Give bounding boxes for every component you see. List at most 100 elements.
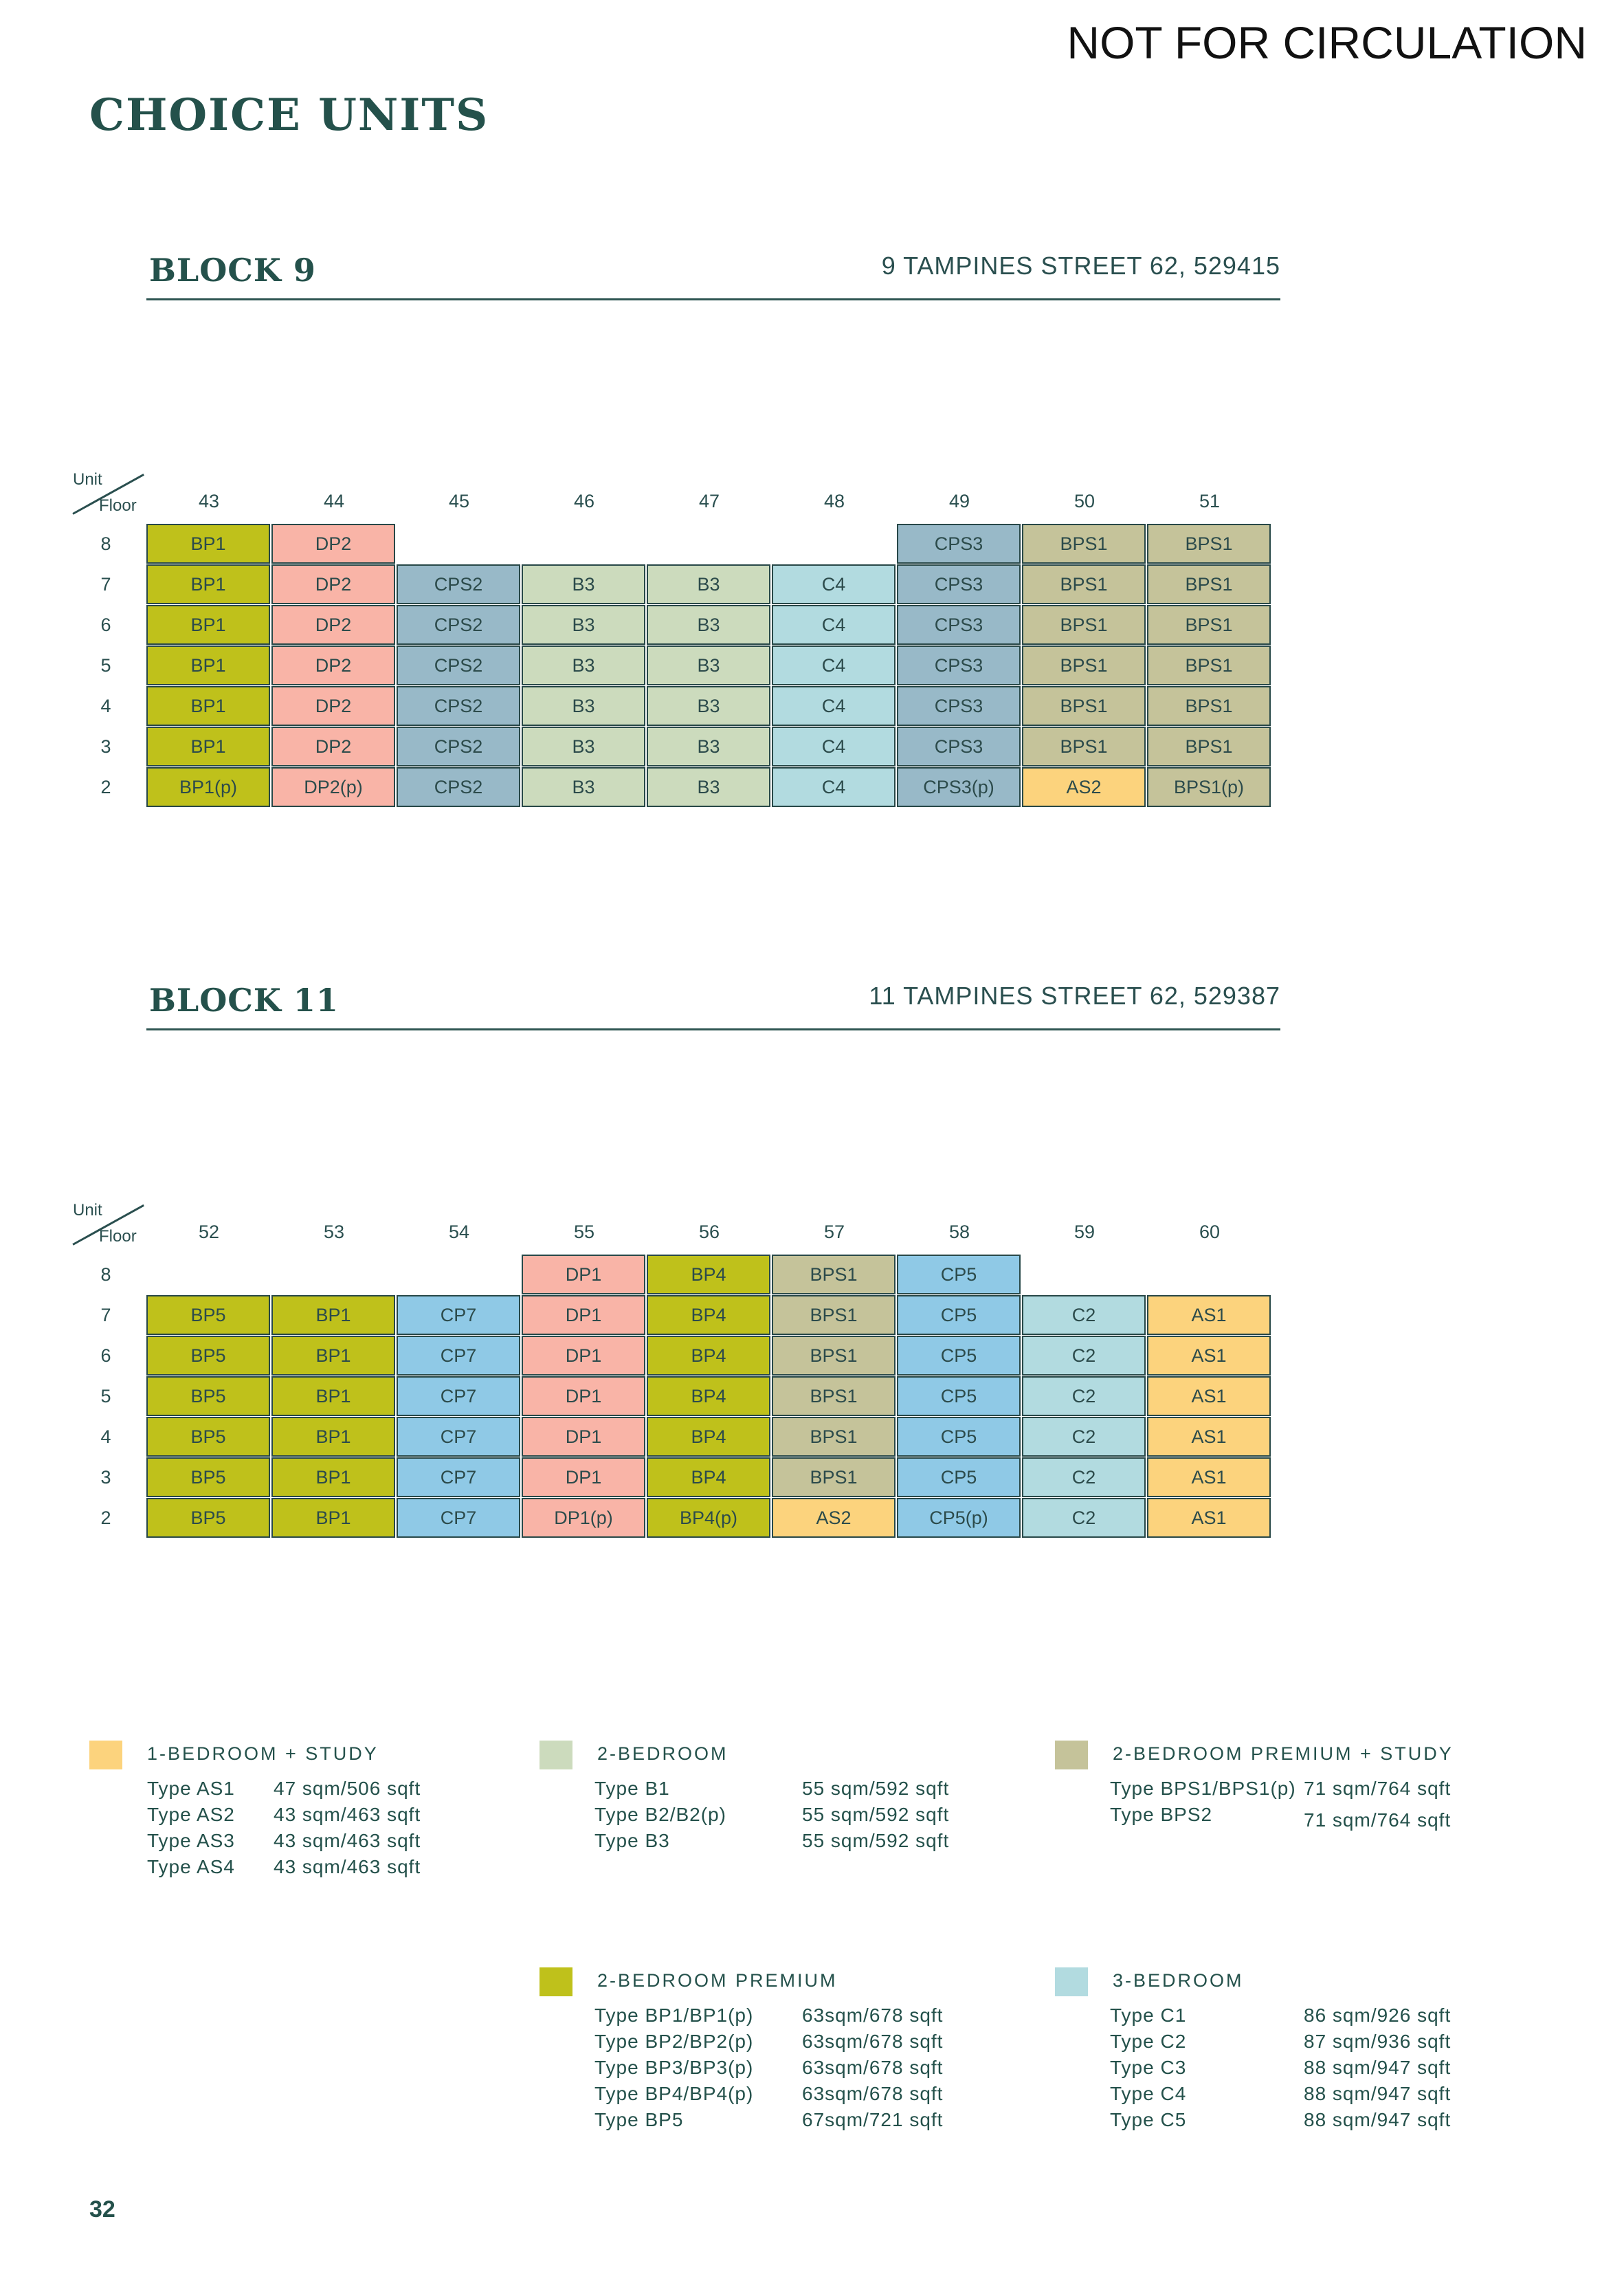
legend-title: 3-BEDROOM	[1113, 1970, 1244, 1991]
legend-type-name: Type AS3	[147, 1830, 235, 1851]
unit-cell: CP5	[897, 1417, 1021, 1457]
unit-cell: BPS1	[1147, 524, 1271, 564]
unit-cell: BP5	[146, 1417, 270, 1457]
unit-cell: BP1	[146, 686, 270, 726]
unit-cell: BP4	[647, 1336, 770, 1376]
unit-column-header: 57	[823, 1222, 845, 1242]
unit-cell: B3	[522, 564, 645, 604]
legend-type-name: Type AS4	[147, 1856, 235, 1877]
block-11-header: BLOCK 11 11 TAMPINES STREET 62, 529387	[146, 980, 1280, 1030]
floor-row-header: 3	[100, 1467, 111, 1488]
unit-column-header: 43	[198, 491, 220, 511]
legend-swatch	[1055, 1741, 1088, 1769]
unit-cell: CP5	[897, 1457, 1021, 1497]
legend-type-size: 88 sqm/947 sqft	[1304, 2057, 1451, 2078]
unit-cell: BP5	[146, 1295, 270, 1335]
legend-swatch	[540, 1967, 572, 1996]
unit-label: Unit	[73, 1201, 102, 1219]
unit-cell: DP2	[271, 524, 395, 564]
legend-type-name: Type C1	[1110, 2005, 1187, 2026]
unit-cell: DP2	[271, 564, 395, 604]
unit-cell: BP1	[146, 524, 270, 564]
unit-cell: C2	[1022, 1498, 1146, 1538]
floor-row-header: 6	[100, 1345, 111, 1366]
unit-cell: B3	[522, 727, 645, 766]
unit-cell: DP2(p)	[271, 767, 395, 807]
unit-cell: BPS1	[1147, 686, 1271, 726]
unit-column-header: 48	[823, 491, 845, 511]
legend-type-size: 87 sqm/936 sqft	[1304, 2031, 1451, 2052]
floor-row-header: 6	[100, 615, 111, 635]
unit-column-header: 55	[573, 1222, 595, 1242]
unit-cell: CPS3	[897, 524, 1021, 564]
unit-cell: BP1	[271, 1376, 395, 1416]
unit-cell: C4	[772, 645, 896, 685]
unit-cell: DP1(p)	[522, 1498, 645, 1538]
unit-cell: B3	[522, 767, 645, 807]
unit-cell: BP1	[271, 1295, 395, 1335]
unit-cell: DP2	[271, 645, 395, 685]
unit-cell: CP7	[397, 1376, 520, 1416]
unit-cell: BP1	[146, 727, 270, 766]
unit-cell: B3	[647, 605, 770, 645]
unit-cell: BP5	[146, 1376, 270, 1416]
unit-cell: CP5	[897, 1255, 1021, 1294]
unit-cell: B3	[647, 767, 770, 807]
not-for-circulation-watermark: NOT FOR CIRCULATION	[1067, 17, 1587, 68]
unit-cell: AS1	[1147, 1295, 1271, 1335]
unit-column-header: 47	[698, 491, 720, 511]
unit-cell: BP1	[146, 564, 270, 604]
unit-cell: C2	[1022, 1417, 1146, 1457]
unit-cell: CPS3(p)	[897, 767, 1021, 807]
unit-cell: B3	[522, 605, 645, 645]
unit-column-header: 52	[198, 1222, 220, 1242]
unit-cell: BP1	[271, 1457, 395, 1497]
unit-cell: CP5	[897, 1376, 1021, 1416]
unit-column-header: 59	[1074, 1222, 1095, 1242]
unit-column-header: 54	[448, 1222, 470, 1242]
unit-cell: DP1	[522, 1255, 645, 1294]
unit-column-header: 56	[698, 1222, 720, 1242]
unit-cell: CPS3	[897, 564, 1021, 604]
legend-type-size: 67sqm/721 sqft	[802, 2109, 944, 2130]
unit-cell: BPS1	[772, 1457, 896, 1497]
unit-cell: DP1	[522, 1376, 645, 1416]
unit-cell: AS2	[772, 1498, 896, 1538]
legend-type-name: Type C5	[1110, 2109, 1187, 2130]
unit-cell: C2	[1022, 1336, 1146, 1376]
unit-cell: CPS2	[397, 645, 520, 685]
unit-cell: BPS1	[772, 1255, 896, 1294]
block-9-header: BLOCK 9 9 TAMPINES STREET 62, 529415	[146, 250, 1280, 300]
unit-cell: CPS2	[397, 564, 520, 604]
unit-cell: DP2	[271, 686, 395, 726]
unit-cell: BP1	[271, 1417, 395, 1457]
unit-cell: B3	[647, 727, 770, 766]
unit-cell: CPS3	[897, 727, 1021, 766]
legend-type-name: Type C3	[1110, 2057, 1187, 2078]
unit-cell: BPS1	[772, 1295, 896, 1335]
unit-cell: CP5	[897, 1336, 1021, 1376]
legend-title: 2-BEDROOM PREMIUM + STUDY	[1113, 1743, 1454, 1764]
unit-cell: C2	[1022, 1376, 1146, 1416]
unit-cell: BP5	[146, 1336, 270, 1376]
legend-type-size: 55 sqm/592 sqft	[802, 1830, 950, 1851]
unit-cell: CP7	[397, 1295, 520, 1335]
legend-type-name: Type C2	[1110, 2031, 1187, 2052]
legend-type-name: Type BP5	[594, 2109, 684, 2130]
unit-cell: AS1	[1147, 1376, 1271, 1416]
unit-cell: B3	[647, 686, 770, 726]
unit-cell: C4	[772, 564, 896, 604]
unit-cell: CP7	[397, 1457, 520, 1497]
legend-type-size: 55 sqm/592 sqft	[802, 1778, 950, 1799]
legend-type-size: 55 sqm/592 sqft	[802, 1804, 950, 1825]
legend-type-name: Type B2/B2(p)	[594, 1804, 726, 1825]
unit-floor-corner-label: Unit Floor	[72, 1201, 155, 1249]
unit-column-header: 58	[948, 1222, 970, 1242]
unit-cell: CP7	[397, 1498, 520, 1538]
legend-type-size: 71 sqm/764 sqft	[1304, 1809, 1451, 1831]
unit-cell: BP4	[647, 1376, 770, 1416]
unit-cell: AS1	[1147, 1498, 1271, 1538]
unit-cell: BP1	[146, 605, 270, 645]
unit-cell: DP1	[522, 1457, 645, 1497]
legend-type-size: 71 sqm/764 sqft	[1304, 1778, 1451, 1799]
